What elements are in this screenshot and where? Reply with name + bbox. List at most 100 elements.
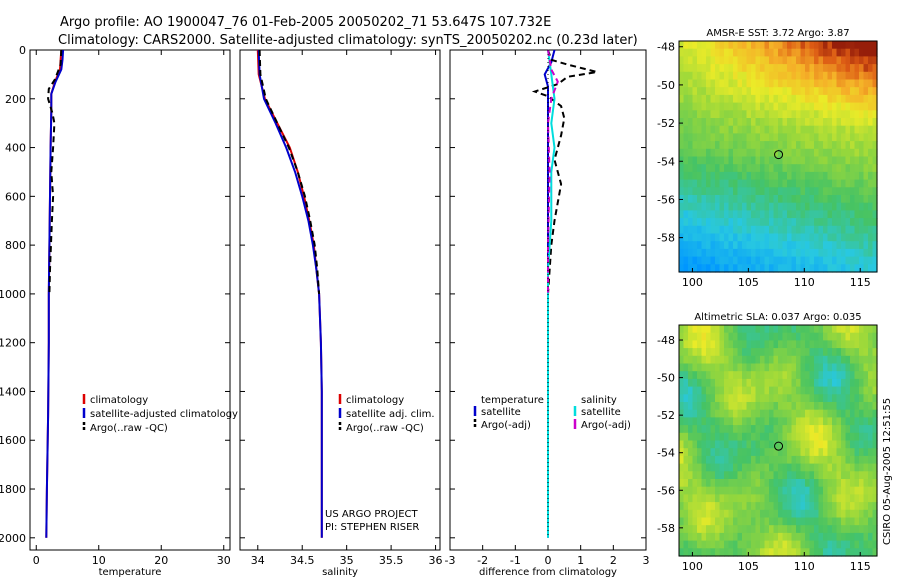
heatmap-cell <box>679 532 685 542</box>
heatmap-cell <box>836 41 842 50</box>
heatmap-cell <box>787 394 793 403</box>
heatmap-cell <box>737 348 743 357</box>
heatmap-cell <box>755 378 761 388</box>
heatmap-cell <box>692 179 698 188</box>
heatmap-cell <box>733 148 739 158</box>
heatmap-cell <box>728 325 734 334</box>
heatmap-cell <box>764 409 770 418</box>
heatmap-cell <box>755 171 761 181</box>
heatmap-cell <box>787 156 793 165</box>
heatmap-cell <box>800 355 806 365</box>
heatmap-cell <box>836 141 842 150</box>
heatmap-cell <box>868 118 874 127</box>
heatmap-cell <box>701 156 707 165</box>
heatmap-cell <box>733 141 739 150</box>
heatmap-cell <box>760 479 766 488</box>
heatmap-cell <box>832 210 838 219</box>
heatmap-cell <box>706 386 712 395</box>
heatmap-cell <box>733 48 739 57</box>
heatmap-cell <box>679 264 685 273</box>
heatmap-cell <box>863 233 869 242</box>
heatmap-cell <box>688 264 694 273</box>
heatmap-cell <box>796 64 802 73</box>
heatmap-cell <box>751 386 757 395</box>
heatmap-cell <box>796 156 802 165</box>
heatmap-cell <box>715 202 721 211</box>
heatmap-cell <box>737 463 743 472</box>
heatmap-cell <box>818 494 824 503</box>
heatmap-cell <box>683 448 689 457</box>
heatmap-cell <box>800 94 806 104</box>
heatmap-cell <box>701 87 707 96</box>
heatmap-cell <box>818 455 824 465</box>
heatmap-cell <box>764 210 770 219</box>
heatmap-cell <box>832 71 838 81</box>
heatmap-cell <box>818 241 824 250</box>
heatmap-cell <box>841 540 847 549</box>
heatmap-cell <box>751 202 757 211</box>
heatmap-cell <box>751 164 757 173</box>
y-tick-label: 800 <box>5 239 26 252</box>
heatmap-cell <box>863 402 869 411</box>
heatmap-cell <box>746 264 752 273</box>
heatmap-cell <box>814 509 820 519</box>
heatmap-cell <box>850 48 856 57</box>
heatmap-cell <box>778 79 784 88</box>
heatmap-cell <box>827 48 833 57</box>
heatmap-cell <box>805 56 811 65</box>
heatmap-cell <box>859 486 865 495</box>
heatmap-cell <box>841 448 847 457</box>
heatmap-cell <box>715 440 721 449</box>
heatmap-cell <box>710 455 716 465</box>
heatmap-cell <box>746 494 752 503</box>
heatmap-cell <box>827 517 833 526</box>
heatmap-cell <box>832 348 838 357</box>
heatmap-cell <box>728 502 734 511</box>
heatmap-cell <box>715 156 721 165</box>
heatmap-cell <box>679 148 685 158</box>
heatmap-cell <box>782 179 788 188</box>
heatmap-cell <box>746 164 752 173</box>
heatmap-cell <box>764 363 770 372</box>
heatmap-cell <box>796 48 802 57</box>
heatmap-cell <box>863 118 869 127</box>
heatmap-cell <box>859 378 865 388</box>
heatmap-cell <box>782 41 788 50</box>
heatmap-cell <box>755 79 761 88</box>
heatmap-cell <box>701 94 707 104</box>
heatmap-cell <box>688 148 694 158</box>
heatmap-cell <box>679 340 685 349</box>
heatmap-cell <box>868 79 874 88</box>
heatmap-cell <box>796 133 802 142</box>
heatmap-cell <box>818 548 824 557</box>
heatmap-cell <box>742 48 748 57</box>
heatmap-cell <box>827 79 833 88</box>
heatmap-cell <box>791 225 797 235</box>
heatmap-cell <box>850 548 856 557</box>
heatmap-cell <box>850 156 856 165</box>
heatmap-cell <box>814 432 820 442</box>
heatmap-cell <box>841 41 847 50</box>
heatmap-cell <box>836 540 842 549</box>
heatmap-cell <box>715 494 721 503</box>
heatmap-cell <box>845 164 851 173</box>
heatmap-cell <box>863 94 869 104</box>
heatmap-cell <box>836 102 842 111</box>
heatmap-cell <box>715 409 721 418</box>
heatmap-cell <box>796 148 802 158</box>
heatmap-cell <box>778 195 784 204</box>
heatmap-cell <box>787 102 793 111</box>
heatmap-cell <box>710 225 716 235</box>
heatmap-cell <box>679 394 685 403</box>
heatmap-cell <box>818 417 824 426</box>
x-tick-label: -2 <box>477 554 488 567</box>
heatmap-cell <box>836 187 842 196</box>
heatmap-cell <box>742 394 748 403</box>
heatmap-cell <box>755 94 761 104</box>
heatmap-cell <box>769 102 775 111</box>
heatmap-cell <box>782 509 788 519</box>
heatmap-cell <box>782 164 788 173</box>
heatmap-cell <box>859 256 865 265</box>
heatmap-cell <box>692 463 698 472</box>
heatmap-cell <box>796 394 802 403</box>
